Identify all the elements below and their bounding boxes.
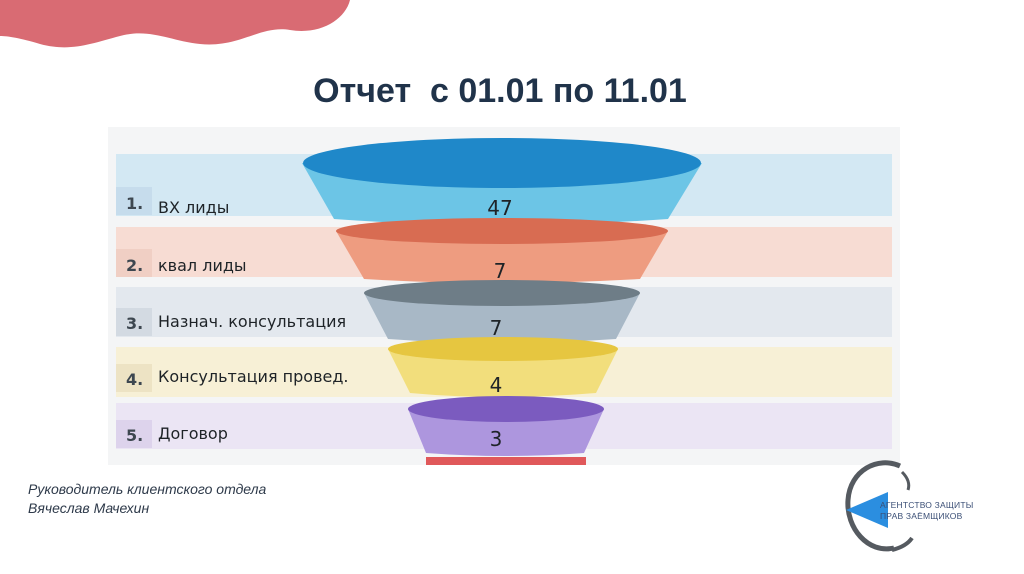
funnel-stage-6	[426, 457, 586, 465]
decorative-wave-shape	[0, 0, 350, 48]
row-value-2: 7	[493, 259, 507, 283]
footer-name: Вячеслав Мачехин	[28, 500, 150, 516]
funnel-graphic	[116, 138, 892, 465]
row-badge-4	[116, 364, 152, 392]
funnel-stage-2	[336, 231, 668, 283]
row-label-5: Договор	[158, 424, 228, 443]
row-label-3: Назнач. консультация	[158, 312, 347, 331]
slide-title: Отчет с 01.01 по 11.01	[313, 72, 687, 110]
row-label-1: ВХ лиды	[158, 198, 230, 217]
funnel-stage-5-top	[408, 396, 604, 422]
row-badge-2	[116, 249, 152, 277]
logo-line-1: АГЕНТСТВО ЗАЩИТЫ	[880, 500, 974, 510]
row-label-2: квал лиды	[158, 256, 247, 275]
row-value-3: 7	[489, 316, 503, 340]
funnel-stage-4	[388, 349, 618, 397]
logo-text: АГЕНТСТВО ЗАЩИТЫ ПРАВ ЗАЁМЩИКОВ	[880, 500, 1000, 522]
row-value-4: 4	[489, 373, 503, 397]
row-number-5: 5.	[126, 426, 144, 445]
funnel-stage-2-top	[336, 218, 668, 244]
row-value-5: 3	[489, 427, 503, 451]
funnel-stage-3	[364, 293, 640, 343]
footer-signature: Руководитель клиентского отдела Вячеслав…	[28, 480, 266, 518]
row-number-4: 4.	[126, 370, 144, 389]
footer-role: Руководитель клиентского отдела	[28, 481, 267, 497]
funnel-stage-5	[408, 409, 604, 456]
funnel-stage-3-top	[364, 280, 640, 306]
row-badge-3	[116, 308, 152, 336]
row-number-1: 1.	[126, 194, 144, 213]
logo-line-2: ПРАВ ЗАЁМЩИКОВ	[880, 511, 963, 521]
row-number-2: 2.	[126, 256, 144, 275]
row-label-4: Консультация провед.	[158, 367, 349, 386]
row-badge-5	[116, 420, 152, 448]
row-value-1: 47	[487, 196, 513, 220]
funnel-stage-1-top	[303, 138, 701, 188]
row-badge-1	[116, 187, 152, 215]
row-number-3: 3.	[126, 314, 144, 333]
agency-logo-icon	[845, 460, 914, 552]
funnel-stage-4-top	[388, 337, 618, 361]
